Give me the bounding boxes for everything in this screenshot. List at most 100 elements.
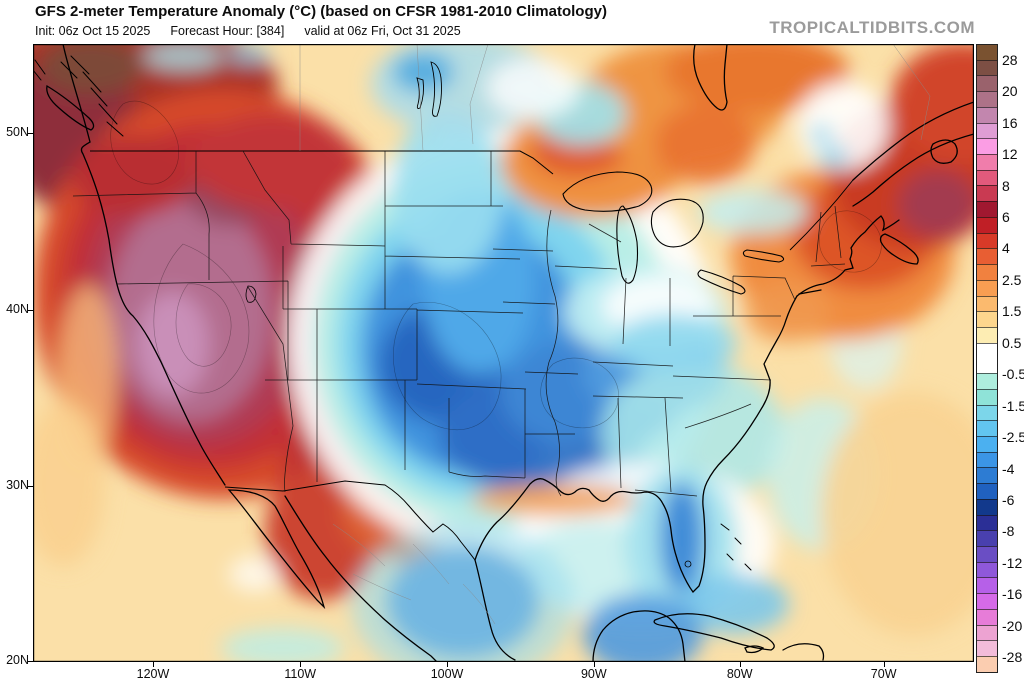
colorbar-tick-label: 8 (1002, 177, 1010, 194)
lat-axis-tick (28, 132, 33, 134)
anomaly-blob (797, 82, 889, 170)
colorbar-segment (977, 593, 997, 609)
lon-axis-tick (152, 662, 154, 667)
anomaly-blob (221, 628, 345, 662)
colorbar-segment (977, 106, 997, 123)
anomaly-blob (487, 58, 579, 118)
colorbar-segment (977, 373, 997, 389)
colorbar-segment (977, 154, 997, 170)
anomaly-blob (137, 292, 209, 396)
lon-axis-label: 90W (580, 667, 607, 681)
anomaly-blob (817, 146, 849, 168)
lon-axis-tick (300, 662, 302, 667)
bahamas (720, 523, 752, 571)
lat-axis-tick (28, 309, 33, 311)
colorbar-segment (977, 483, 997, 499)
colorbar-segment (977, 498, 997, 515)
great-salt-lake (245, 285, 257, 303)
lon-axis-tick (593, 662, 595, 667)
anomaly-blob (583, 594, 703, 662)
lon-axis-label: 70W (870, 667, 897, 681)
forecast-hour: Forecast Hour: [384] (170, 24, 285, 38)
anomaly-blob (655, 104, 755, 184)
anomaly-contours (110, 100, 882, 430)
colorbar-tick-label: 4 (1002, 240, 1010, 257)
mexico-west-coast (284, 495, 438, 662)
anomaly-blob (351, 522, 575, 662)
lat-axis-label: 40N (6, 301, 29, 316)
valid-time: valid at 06z Fri, Oct 31 2025 (304, 24, 461, 38)
lon-axis-tick (447, 662, 449, 667)
colorbar-segment (977, 561, 997, 578)
colorbar-segment (977, 358, 997, 374)
colorbar (976, 44, 998, 673)
lon-axis-label: 80W (726, 667, 753, 681)
colorbar-tick-label: -2.5 (1002, 429, 1024, 446)
colorbar-segment (977, 232, 997, 249)
colorbar-segment (977, 122, 997, 139)
colorbar-tick-label: -16 (1002, 586, 1023, 603)
colorbar-tick-label: 16 (1002, 114, 1018, 131)
colorbar-segment (977, 656, 997, 672)
colorbar-tick-label: 6 (1002, 208, 1010, 225)
colorbar-segment (977, 59, 997, 76)
newfoundland (930, 139, 958, 164)
colorbar-segment (977, 248, 997, 265)
colorbar-tick-label: 2.5 (1002, 271, 1022, 288)
colorbar-segment (977, 216, 997, 233)
colorbar-segment (977, 530, 997, 546)
lon-axis-label: 110W (284, 667, 317, 681)
lat-axis-tick (28, 485, 33, 487)
state-borders (72, 150, 846, 497)
anomaly-blob (39, 44, 143, 94)
long-island (798, 289, 822, 295)
lake-erie (697, 269, 746, 295)
jamaica (744, 645, 765, 654)
colorbar-tick-label: 28 (1002, 51, 1018, 68)
colorbar-segment (977, 185, 997, 202)
hispaniola (782, 643, 825, 661)
national-borders (90, 150, 854, 561)
colorbar-tick-label: -0.5 (1002, 366, 1024, 383)
map-plot-area (33, 44, 974, 662)
colorbar-segment (977, 451, 997, 468)
colorbar-tick-label: -1.5 (1002, 397, 1024, 414)
colorbar-segment (977, 640, 997, 657)
colorbar-tick-label: 1.5 (1002, 303, 1022, 320)
gulf-atlantic-coast (474, 295, 798, 593)
lon-axis-label: 120W (136, 667, 170, 681)
lake-okeechobee (684, 560, 692, 568)
colorbar-segment (977, 435, 997, 452)
colorbar-segment (977, 514, 997, 531)
lon-axis-tick (883, 662, 885, 667)
yucatan-peninsula (592, 610, 686, 662)
colorbar-segment (977, 91, 997, 107)
st-lawrence-north-shore (852, 101, 974, 181)
colorbar-segment (977, 342, 997, 359)
anomaly-blob (226, 44, 270, 64)
lake-huron (650, 198, 704, 248)
anomaly-map-svg (33, 44, 974, 662)
lat-axis-label: 30N (6, 477, 29, 492)
gaspe-coast (852, 133, 974, 207)
colorbar-tick-label: 20 (1002, 83, 1018, 100)
colorbar-tick-label: -6 (1002, 492, 1015, 509)
new-england-coast (796, 215, 900, 297)
colorbar-segment (977, 311, 997, 327)
anomaly-blob (33, 402, 105, 566)
anomaly-blob (660, 482, 704, 594)
nova-scotia (879, 233, 919, 265)
james-bay (693, 44, 728, 111)
colorbar-tick-label: -4 (1002, 460, 1015, 477)
map-subtitle: Init: 06z Oct 15 2025 Forecast Hour: [384… (35, 24, 481, 38)
anomaly-blob (393, 52, 453, 92)
cuba (653, 613, 775, 651)
lat-axis-label: 50N (6, 124, 29, 139)
colorbar-tick-label: -20 (1002, 617, 1023, 634)
lon-axis-label: 100W (430, 667, 464, 681)
colorbar-segment (977, 404, 997, 421)
colorbar-segment (977, 295, 997, 312)
colorbar-segment (977, 577, 997, 594)
anomaly-blob (143, 44, 223, 70)
